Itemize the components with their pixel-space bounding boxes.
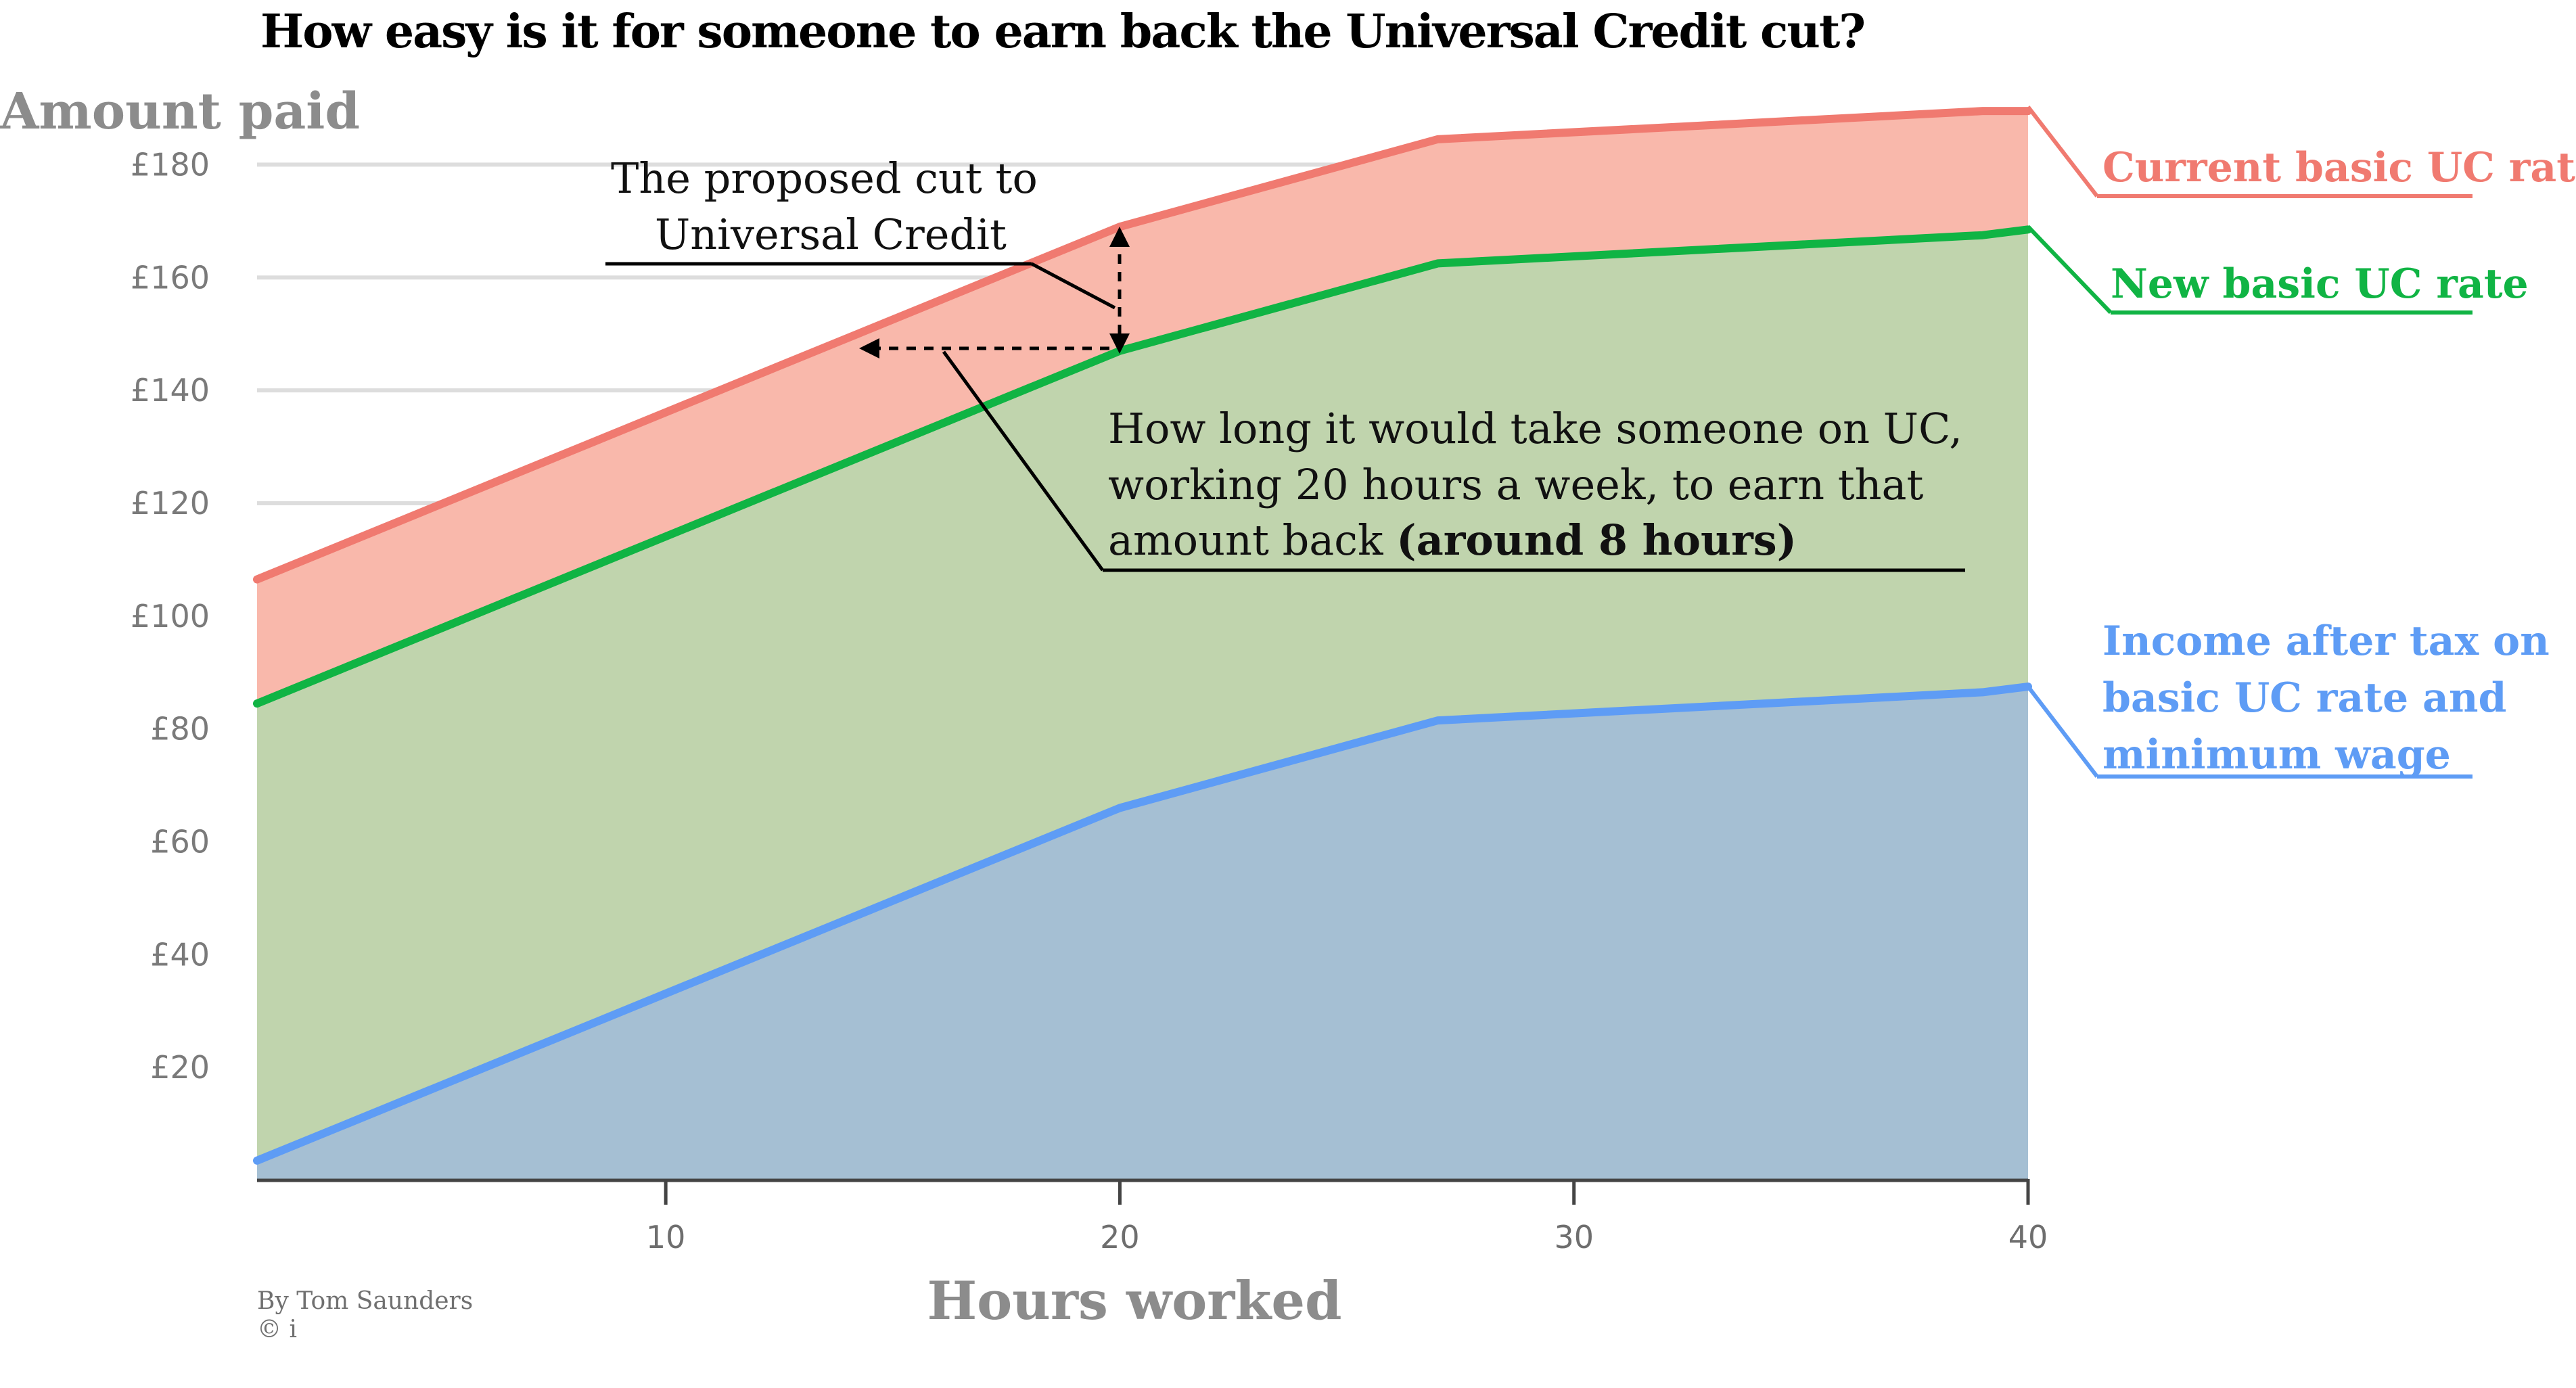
label-income-line-2: basic UC rate and xyxy=(2102,674,2507,722)
chart-title: How easy is it for someone to earn back … xyxy=(260,5,1864,59)
label-leader-income xyxy=(2026,685,2099,778)
y-tick-label: £160 xyxy=(131,259,210,296)
annotation-earn-back-line-3: amount back (around 8 hours) xyxy=(1108,515,1797,565)
series-lines xyxy=(253,107,2032,1165)
area-fills xyxy=(257,111,2028,1181)
annotation-earn-back-line-2: working 20 hours a week, to earn that xyxy=(1108,460,1924,509)
y-tick-label: £60 xyxy=(150,823,210,860)
label-new-uc: New basic UC rate xyxy=(2111,260,2529,308)
annotation-cut-line-2: Universal Credit xyxy=(655,210,1007,259)
label-leader-new xyxy=(2026,225,2113,315)
annotation-earn-back-leader xyxy=(942,350,1105,572)
annotation-cut: The proposed cut to Universal Credit xyxy=(605,154,1130,354)
series-line-1 xyxy=(253,225,2032,708)
annotation-earn-back-line-1: How long it would take someone on UC, xyxy=(1108,404,1962,453)
annotation-earn-back-line-3-regular: amount back xyxy=(1108,515,1396,565)
annotation-cut-leader xyxy=(1030,262,1116,310)
y-tick-label: £20 xyxy=(150,1049,210,1086)
x-axis-label: Hours worked xyxy=(927,1270,1341,1332)
x-tick-label: 10 xyxy=(646,1219,686,1255)
label-income-line-1: Income after tax on xyxy=(2102,618,2550,665)
credit-author: By Tom Saunders xyxy=(257,1287,473,1315)
x-axis: 10 20 30 40 xyxy=(257,1178,2048,1255)
y-axis-label: Amount paid xyxy=(0,83,360,141)
credit-copyright: © i xyxy=(257,1316,297,1343)
y-tick-labels: £20 £40 £60 £80 £100 £120 £140 £160 £180 xyxy=(131,146,210,1086)
label-current-uc: Current basic UC rate xyxy=(2102,144,2576,191)
area-fill-series-2 xyxy=(257,687,2028,1180)
y-tick-label: £100 xyxy=(131,598,210,634)
y-tick-label: £180 xyxy=(131,146,210,183)
series-labels: Current basic UC rate New basic UC rate … xyxy=(2026,106,2576,779)
y-tick-label: £80 xyxy=(150,711,210,747)
annotation-earn-back-line-3-bold: (around 8 hours) xyxy=(1396,515,1797,565)
label-leader-current xyxy=(2026,106,2099,198)
y-tick-label: £40 xyxy=(150,936,210,973)
x-tick-label: 20 xyxy=(1100,1219,1140,1255)
y-tick-label: £140 xyxy=(131,372,210,409)
label-income-line-3: minimum wage xyxy=(2102,731,2451,779)
annotation-cut-line-1: The proposed cut to xyxy=(611,154,1038,203)
x-tick-label: 40 xyxy=(2008,1219,2048,1255)
series-line-2 xyxy=(253,683,2032,1165)
x-tick-label: 30 xyxy=(1554,1219,1594,1255)
annotation-earn-back: How long it would take someone on UC, wo… xyxy=(859,338,1965,572)
series-line-0 xyxy=(253,107,2032,584)
y-tick-label: £120 xyxy=(131,485,210,522)
